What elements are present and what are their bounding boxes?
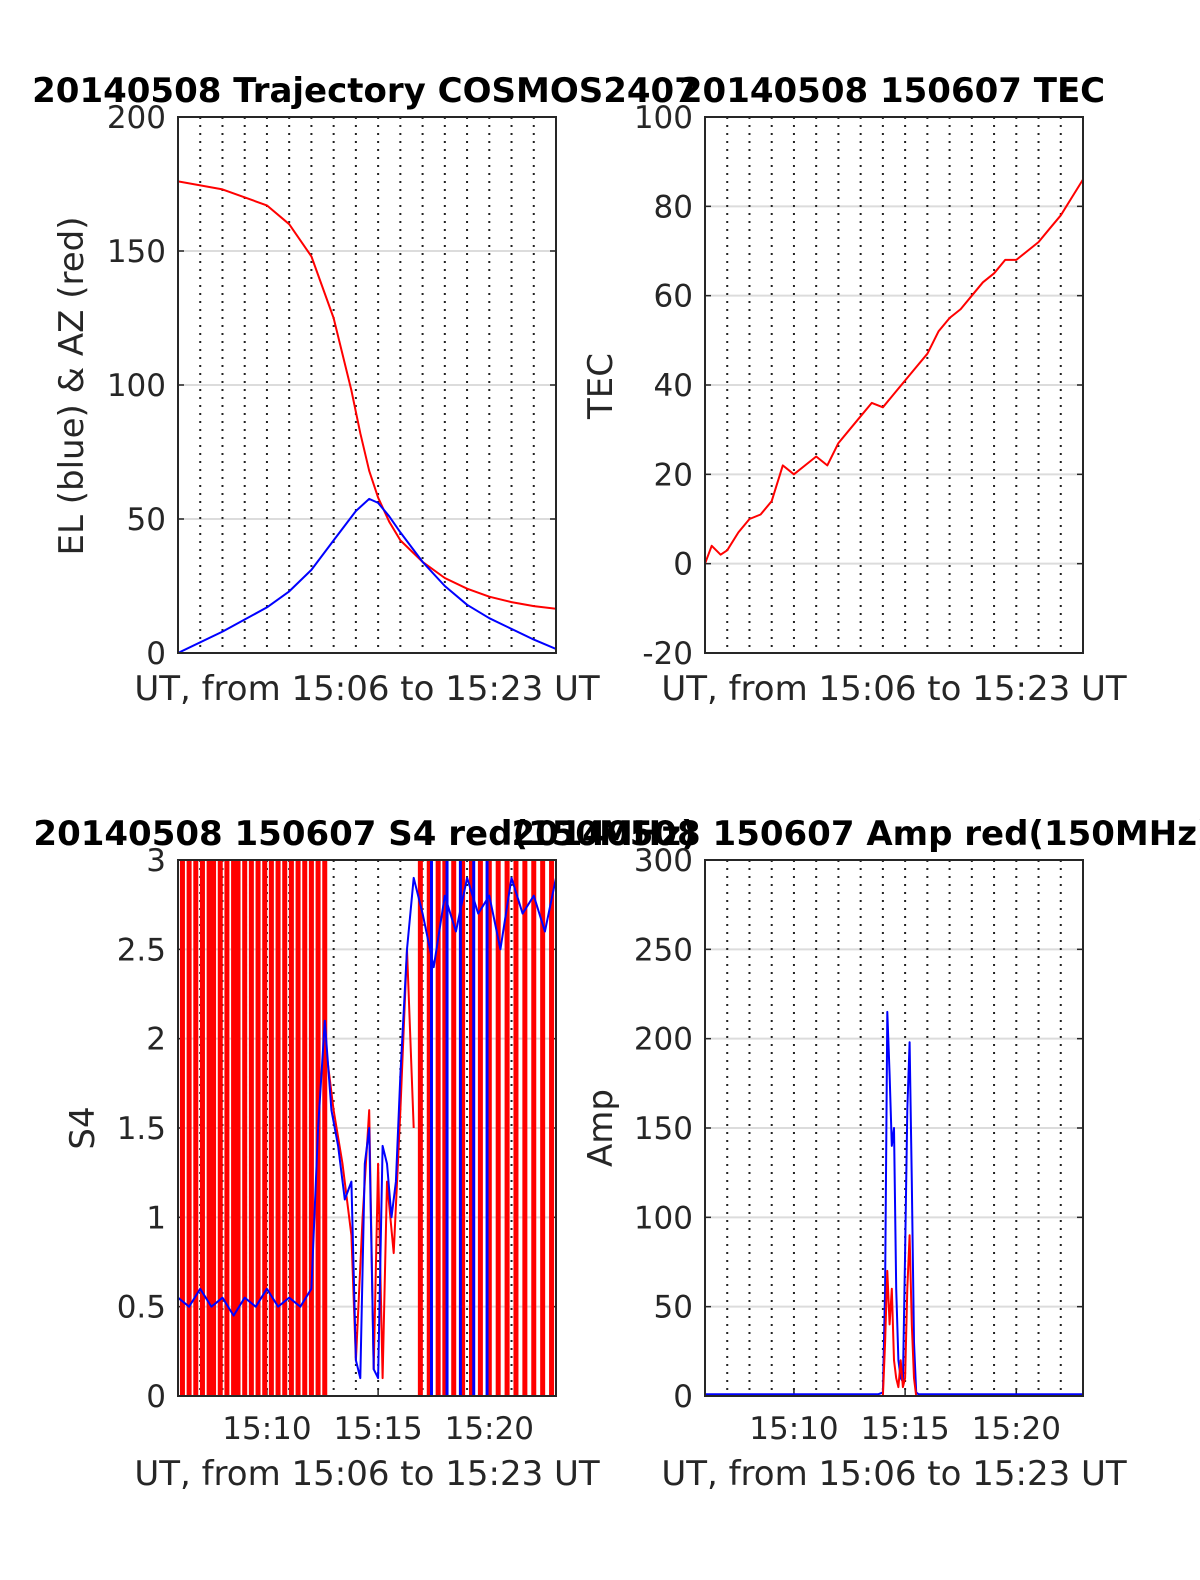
y-tick-label: 0 xyxy=(146,636,166,672)
y-tick-label: 2 xyxy=(146,1022,166,1058)
y-tick-label: 3 xyxy=(146,843,166,879)
data-layer xyxy=(705,1010,1083,1396)
data-layer xyxy=(178,180,556,653)
series-line-blue xyxy=(178,876,556,1380)
y-tick-label: 100 xyxy=(634,1200,693,1236)
x-tick-label: 15:20 xyxy=(445,1411,534,1447)
series-line-red xyxy=(705,178,1083,565)
x-tick-label: 15:15 xyxy=(860,1411,949,1447)
chart-title: 20140508 Trajectory COSMOS2407 xyxy=(32,71,698,111)
y-tick-label: 150 xyxy=(107,234,166,270)
axes-frame xyxy=(177,859,557,1397)
panel-s4: 20140508 150607 S4 red(150MHz) UT, from … xyxy=(33,814,696,1494)
chart-title: 20140508 150607 TEC xyxy=(679,71,1105,111)
y-tick-label: 150 xyxy=(634,1111,693,1147)
y-axis-label: TEC xyxy=(581,353,621,420)
x-axis-label: UT, from 15:06 to 15:23 UT xyxy=(134,1454,600,1494)
y-axis-label: S4 xyxy=(63,1106,103,1149)
y-tick-label: 2.5 xyxy=(117,932,166,968)
panel-trajectory: 20140508 Trajectory COSMOS2407 UT, from … xyxy=(32,71,698,709)
y-tick-label: 50 xyxy=(654,1290,693,1326)
x-axis-label: UT, from 15:06 to 15:23 UT xyxy=(661,1454,1127,1494)
y-tick-label: 300 xyxy=(634,843,693,879)
series-line-red xyxy=(178,180,556,610)
axes-frame xyxy=(704,116,1084,654)
y-tick-label: 100 xyxy=(107,368,166,404)
y-tick-label: 80 xyxy=(654,189,693,225)
chart-title: 20140508 150607 S4 red(150MHz) xyxy=(33,814,696,854)
y-tick-label: 50 xyxy=(127,502,166,538)
axes-frame xyxy=(704,859,1084,1397)
x-axis-label: UT, from 15:06 to 15:23 UT xyxy=(661,669,1127,709)
y-tick-label: 0 xyxy=(673,1379,693,1415)
y-tick-label: 40 xyxy=(654,368,693,404)
y-tick-label: 1 xyxy=(146,1200,166,1236)
y-tick-label: 100 xyxy=(634,100,693,136)
data-layer xyxy=(705,178,1083,565)
series-line-red xyxy=(705,1234,1083,1396)
x-axis-label: UT, from 15:06 to 15:23 UT xyxy=(134,669,600,709)
y-tick-label: 1.5 xyxy=(117,1111,166,1147)
x-tick-label: 15:10 xyxy=(749,1411,838,1447)
chart-title: 20140508 150607 Amp red(150MHz) xyxy=(511,814,1200,854)
y-tick-label: 0.5 xyxy=(117,1290,166,1326)
x-tick-label: 15:15 xyxy=(333,1411,422,1447)
y-tick-label: 60 xyxy=(654,279,693,315)
series-line-blue xyxy=(178,497,556,653)
y-tick-label: 200 xyxy=(107,100,166,136)
panel-amp: 20140508 150607 Amp red(150MHz) UT, from… xyxy=(511,814,1200,1494)
x-tick-label: 15:20 xyxy=(972,1411,1061,1447)
y-tick-label: 200 xyxy=(634,1022,693,1058)
y-tick-label: -20 xyxy=(642,636,693,672)
y-axis-label: EL (blue) & AZ (red) xyxy=(52,216,92,555)
y-axis-label: Amp xyxy=(581,1089,621,1167)
y-tick-label: 0 xyxy=(673,547,693,583)
panel-tec: 20140508 150607 TEC UT, from 15:06 to 15… xyxy=(581,71,1127,709)
y-tick-label: 20 xyxy=(654,457,693,493)
y-tick-label: 250 xyxy=(634,932,693,968)
data-layer xyxy=(178,860,556,1396)
x-tick-label: 15:10 xyxy=(222,1411,311,1447)
axes-frame xyxy=(177,116,557,654)
y-tick-label: 0 xyxy=(146,1379,166,1415)
